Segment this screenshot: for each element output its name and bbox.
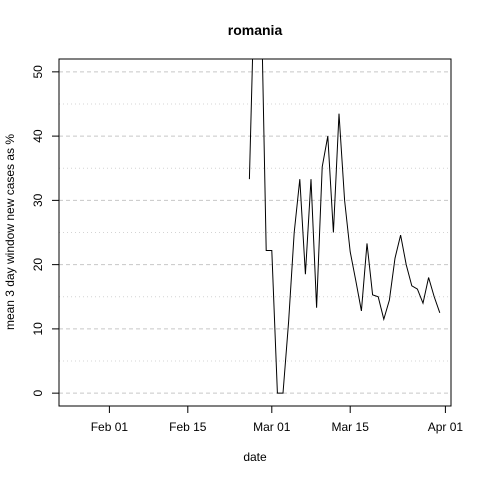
y-axis-label: mean 3 day window new cases as % (3, 134, 17, 330)
data-series (248, 59, 441, 394)
x-tick-label: Feb 15 (169, 420, 207, 434)
x-tick-label: Apr 01 (428, 420, 464, 434)
x-tick-label: Mar 15 (332, 420, 370, 434)
chart-title: romania (228, 22, 283, 38)
y-tick-label: 40 (31, 129, 45, 143)
grid-lines (59, 71, 451, 394)
y-axis: 0 10 20 30 40 50 (31, 65, 60, 396)
x-axis-label: date (243, 450, 267, 464)
y-tick-label: 30 (31, 193, 45, 207)
y-tick-label: 20 (31, 258, 45, 272)
series-line (248, 59, 441, 394)
x-tick-label: Feb 01 (91, 420, 129, 434)
y-tick-label: 0 (31, 389, 45, 396)
x-tick-label: Mar 01 (253, 420, 291, 434)
y-tick-label: 50 (31, 65, 45, 79)
y-tick-label: 10 (31, 322, 45, 336)
x-axis: Feb 01 Feb 15 Mar 01 Mar 15 Apr 01 (91, 405, 464, 434)
